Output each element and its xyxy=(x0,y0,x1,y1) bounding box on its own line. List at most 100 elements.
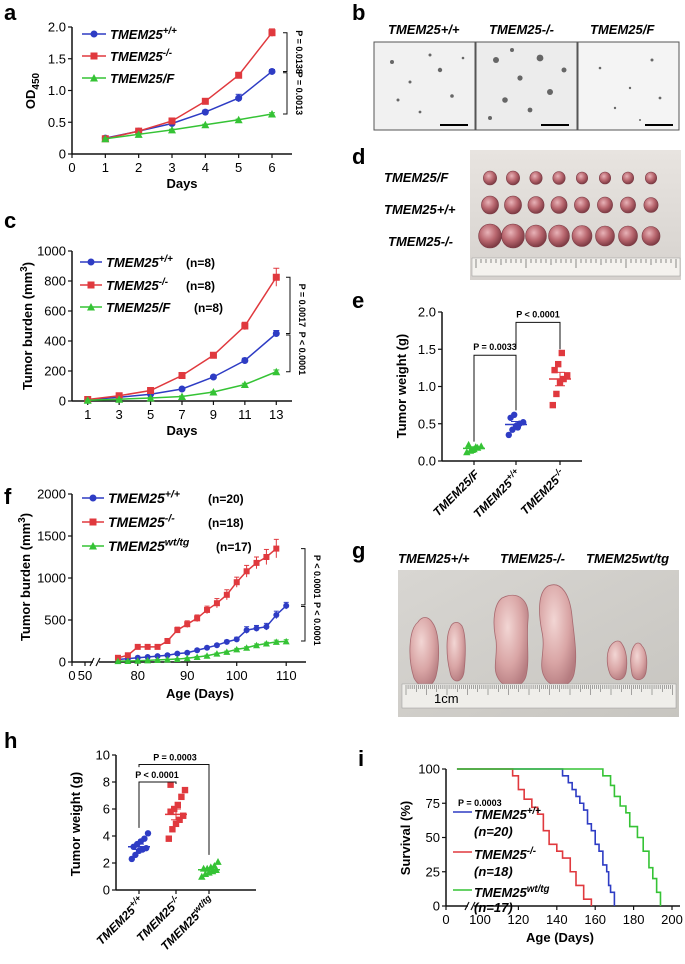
h-y-tick-label: 4 xyxy=(103,829,110,844)
f-point xyxy=(273,545,280,552)
i-y-tick-label: 75 xyxy=(426,796,440,811)
tumor-d xyxy=(618,225,638,247)
f-point xyxy=(124,657,132,664)
photo-b-ko xyxy=(475,41,578,131)
f-point xyxy=(263,623,270,630)
f-point xyxy=(273,611,280,618)
a-y-tick-label: 1.5 xyxy=(48,51,66,66)
tumor-d xyxy=(550,196,568,214)
tumor-d xyxy=(595,225,615,247)
i-legend-n: (n=18) xyxy=(474,864,513,879)
tumor-d xyxy=(548,224,570,248)
label-b-f: TMEM25/F xyxy=(590,22,655,37)
a-y-tick-label: 0 xyxy=(59,147,66,162)
tumor-d xyxy=(483,170,497,186)
c-y-tick-label: 400 xyxy=(44,334,66,349)
i-y-tick-label: 50 xyxy=(426,830,440,845)
f-point xyxy=(243,644,251,651)
f-point xyxy=(144,643,151,650)
h-point xyxy=(172,820,180,828)
c-y-tick-label: 200 xyxy=(44,364,66,379)
f-point xyxy=(213,642,220,649)
panel-label-h: h xyxy=(4,728,17,753)
f-point xyxy=(154,643,161,650)
f-x-tick-label: 50 xyxy=(78,668,92,683)
c-legend-n: (n=8) xyxy=(186,256,215,270)
f-series-line xyxy=(117,640,287,662)
i-pvalue: P = 0.0003 xyxy=(458,798,502,808)
f-point xyxy=(184,621,191,628)
tumor-d xyxy=(552,171,566,185)
e-point xyxy=(551,366,558,374)
c-point xyxy=(178,372,186,379)
f-y-tick-label: 2000 xyxy=(37,487,66,502)
panel-label-f: f xyxy=(4,484,12,509)
photo-b-wt xyxy=(373,41,476,131)
e-y-tick-label: 1.5 xyxy=(418,342,436,357)
f-point xyxy=(233,645,241,653)
f-legend-n: (n=20) xyxy=(208,492,244,506)
tumor-d xyxy=(529,171,543,185)
c-legend-n: (n=8) xyxy=(186,279,215,293)
tumor-d xyxy=(501,223,525,249)
h-point xyxy=(198,872,206,880)
c-x-tick-label: 7 xyxy=(178,407,185,422)
tumor-d xyxy=(574,196,590,214)
a-point xyxy=(235,94,243,102)
f-x-tick-label: 110 xyxy=(276,668,297,683)
panel-label-c: c xyxy=(4,208,16,233)
c-x-tick-label: 9 xyxy=(210,407,217,422)
f-point xyxy=(233,636,240,643)
tumor-d xyxy=(527,196,545,214)
a-point xyxy=(134,130,143,138)
tumor-d xyxy=(525,224,547,248)
e-pvalue-2: P < 0.0001 xyxy=(516,309,560,319)
a-point xyxy=(101,134,110,143)
c-y-tick-label: 0 xyxy=(59,394,66,409)
e-y-tick-label: 0.0 xyxy=(418,454,436,469)
i-legend-label: TMEM25wt/tg xyxy=(474,884,550,900)
tumor-d xyxy=(504,195,522,215)
a-x-tick-label: 6 xyxy=(268,160,275,175)
f-point xyxy=(193,653,201,660)
c-point xyxy=(272,330,280,337)
f-point xyxy=(194,615,201,622)
tumor-d xyxy=(620,196,636,214)
a-legend-marker xyxy=(90,30,98,38)
e-y-tick-label: 1.0 xyxy=(418,379,436,394)
a-legend-marker xyxy=(90,74,98,82)
f-point xyxy=(164,652,171,659)
h-point xyxy=(143,844,150,852)
a-p2-pvalue: P = 0.0013 xyxy=(294,72,304,116)
f-legend-marker xyxy=(89,542,97,550)
f-point xyxy=(204,606,211,613)
h-point xyxy=(181,786,189,794)
label-g-ko: TMEM25-/- xyxy=(500,551,565,566)
i-y-title: Survival (%) xyxy=(398,801,413,875)
i-survival-curve xyxy=(456,768,616,906)
label-b-ko: TMEM25-/- xyxy=(489,22,554,37)
e-point xyxy=(558,349,565,357)
h-point xyxy=(144,830,152,837)
label-b-wt: TMEM25+/+ xyxy=(388,22,460,37)
c-point xyxy=(83,396,92,404)
c-p1-bracket xyxy=(286,276,291,334)
chart-e: 0.00.51.01.52.0TMEM25/FTMEM25+/+TMEM25-/… xyxy=(394,305,582,521)
ruler-d-ticks xyxy=(475,259,677,268)
c-y-tick-label: 800 xyxy=(44,274,66,289)
h-point xyxy=(180,812,187,819)
e-point xyxy=(555,360,562,368)
i-x-tick-label: 120 xyxy=(508,912,530,927)
a-point xyxy=(234,115,243,124)
i-x-tick-label: 0 xyxy=(442,912,449,927)
i-x-tick-label: 180 xyxy=(623,912,645,927)
ruler-g-ticks xyxy=(405,685,673,695)
f-y-tick-label: 500 xyxy=(44,613,66,628)
f-point xyxy=(174,650,181,657)
f-y-tick-label: 1500 xyxy=(37,529,66,544)
c-point xyxy=(272,273,280,281)
a-y-tick-label: 0.5 xyxy=(48,115,66,130)
a-point xyxy=(168,117,176,125)
